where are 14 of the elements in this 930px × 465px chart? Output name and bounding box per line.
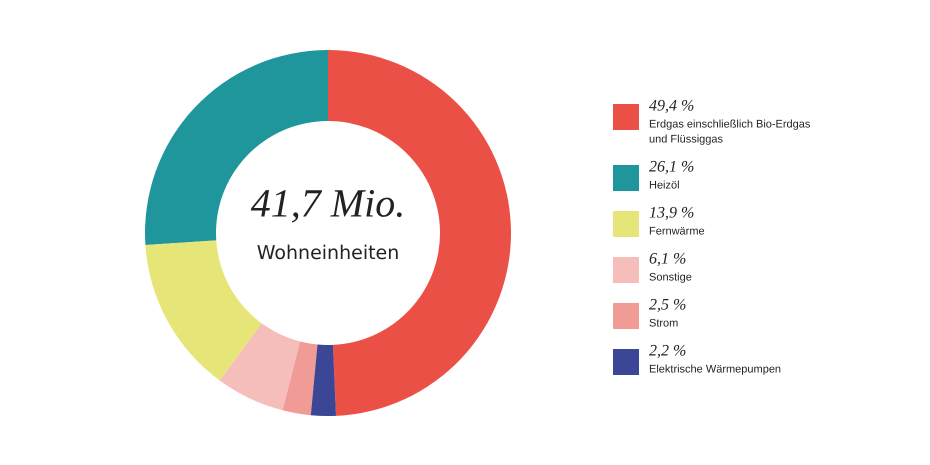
data-label: 49,4 % — [649, 98, 694, 114]
legend-label: Sonstige — [649, 272, 692, 284]
text: 41,7 Mio. — [250, 180, 406, 226]
legend-label: Heizöl — [649, 180, 680, 192]
slice-label: Erdgas einschließlich Bio-Erdgas und Flüssiggas — [649, 118, 814, 146]
legend-label: Elektrische Wärmepumpen — [649, 364, 782, 376]
data-label: 26,1 % — [649, 158, 694, 176]
data-label: 13,9 % — [649, 204, 694, 222]
text: Wohneinheiten — [256, 242, 400, 264]
data-label: 2,2 % — [649, 342, 686, 360]
data-label: 6,1 % — [649, 250, 686, 268]
legend-label: Fernwärme — [649, 226, 705, 238]
legend-label: Strom — [649, 318, 678, 330]
data-label: 2,5 % — [649, 296, 686, 314]
